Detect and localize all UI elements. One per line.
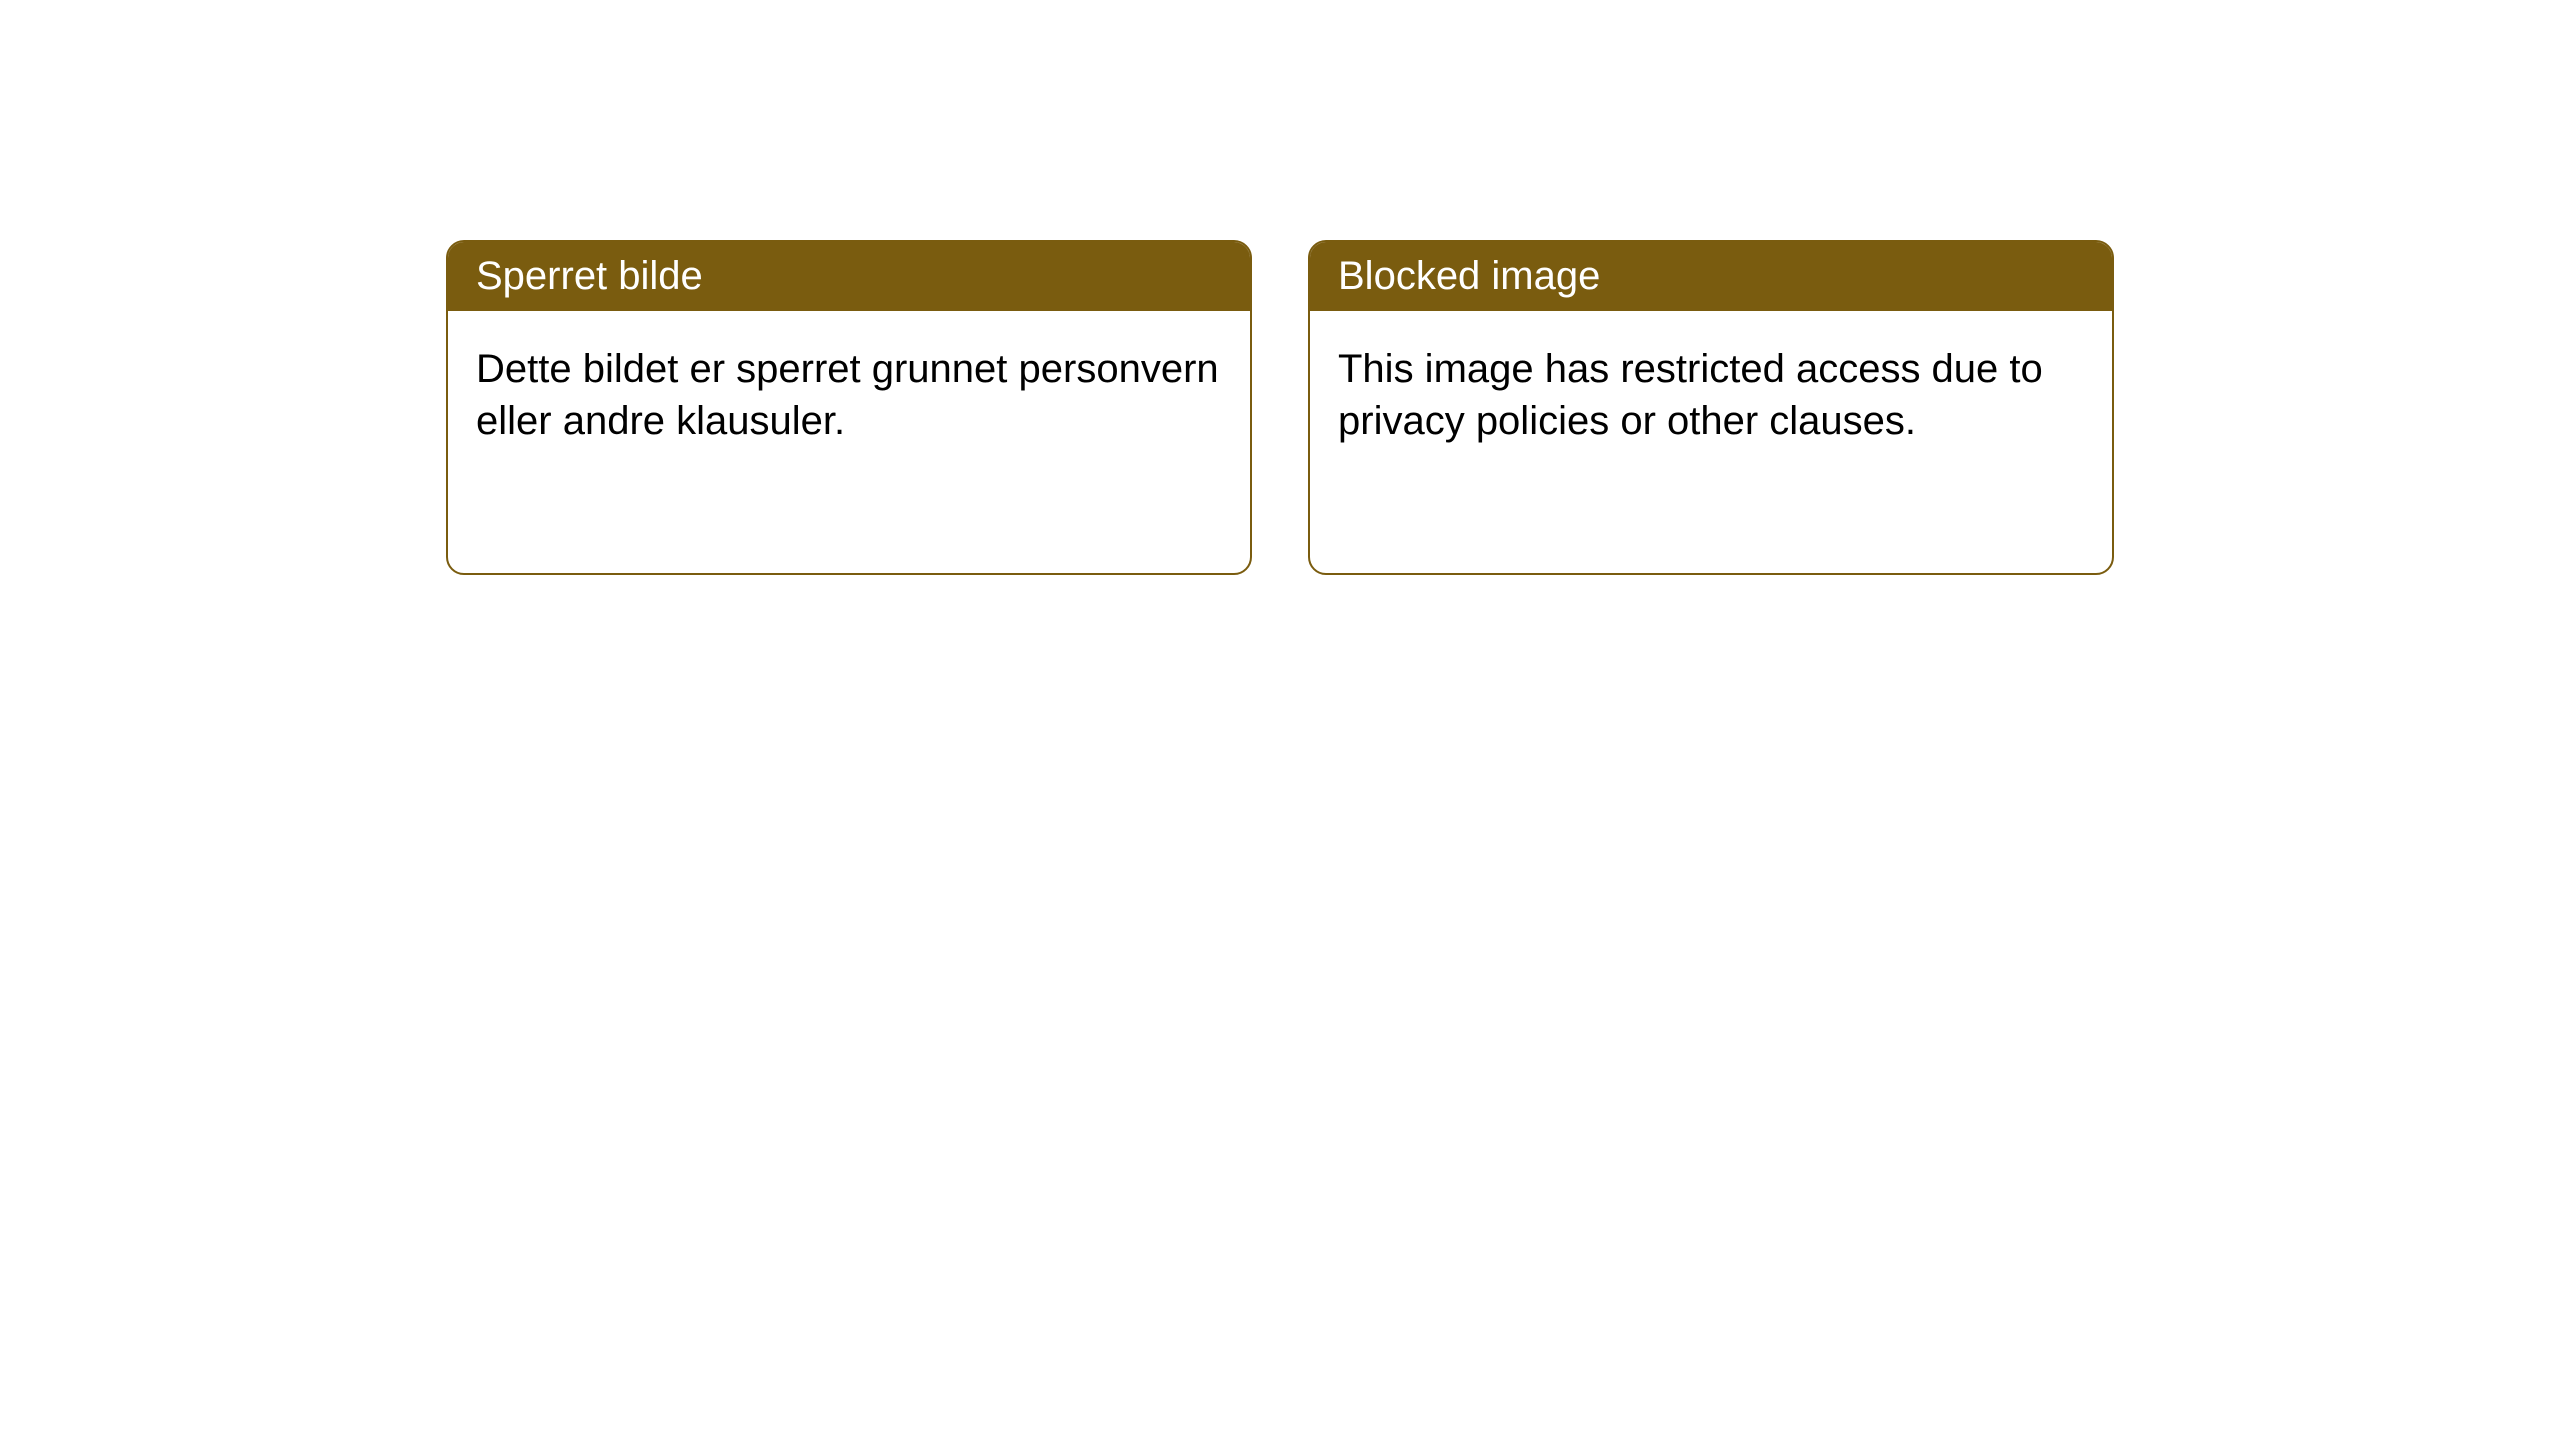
notice-card-norwegian: Sperret bilde Dette bildet er sperret gr… [446,240,1252,575]
notice-container: Sperret bilde Dette bildet er sperret gr… [446,240,2114,575]
notice-title: Sperret bilde [476,254,703,298]
notice-body: This image has restricted access due to … [1310,311,2112,479]
notice-header: Blocked image [1310,242,2112,311]
notice-card-english: Blocked image This image has restricted … [1308,240,2114,575]
notice-header: Sperret bilde [448,242,1250,311]
notice-title: Blocked image [1338,254,1600,298]
notice-body-text: Dette bildet er sperret grunnet personve… [476,347,1219,443]
notice-body-text: This image has restricted access due to … [1338,347,2043,443]
notice-body: Dette bildet er sperret grunnet personve… [448,311,1250,479]
